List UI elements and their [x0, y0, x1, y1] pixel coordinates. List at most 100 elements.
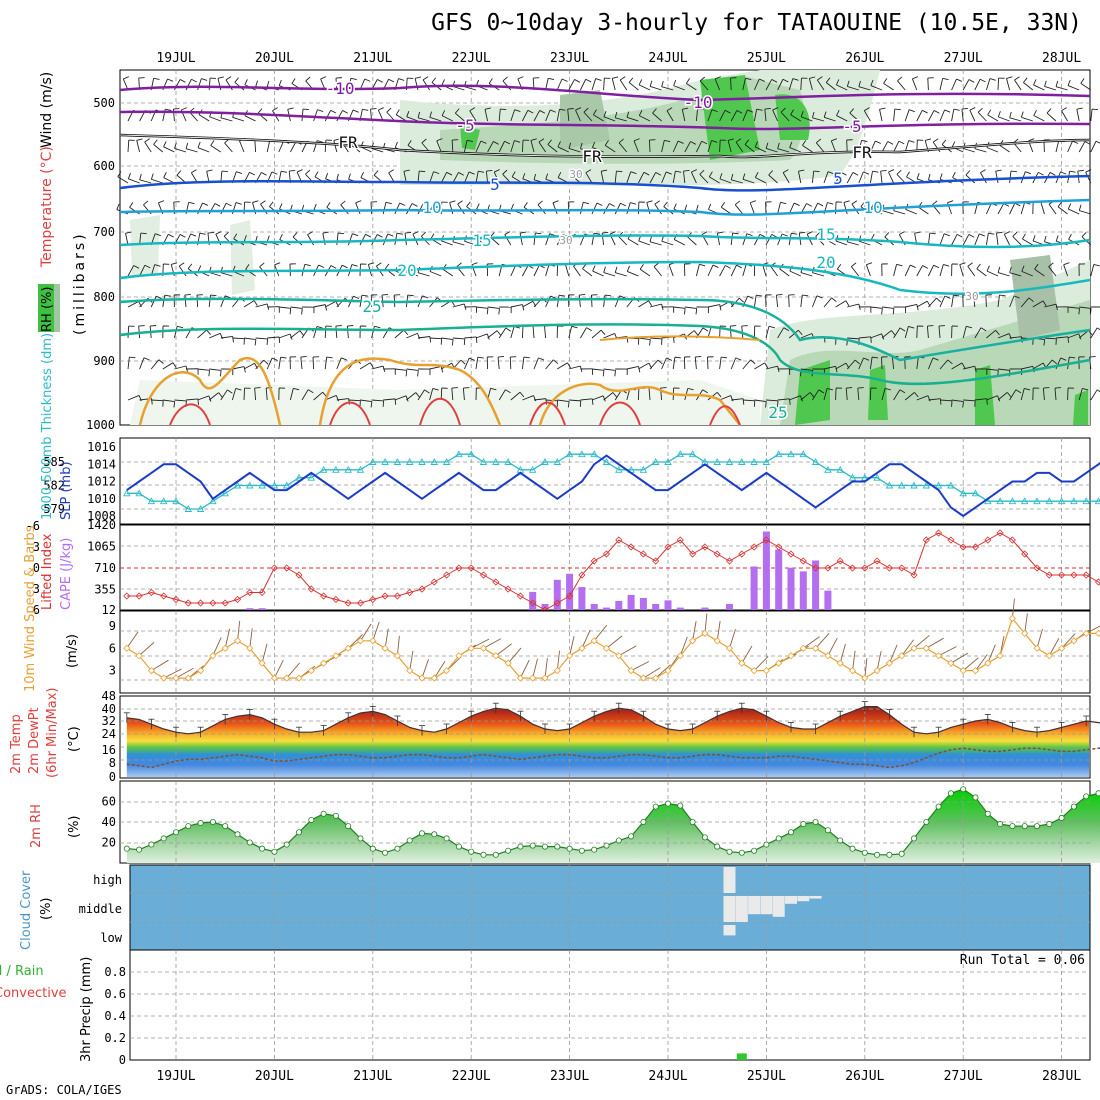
- wind-barb-flag: [849, 108, 855, 114]
- wind-barb: [846, 139, 848, 153]
- wind-barb-flag: [1006, 76, 1013, 79]
- wind-barb-flag: [158, 200, 165, 204]
- wind-barb: [790, 114, 802, 122]
- wind-barb: [1023, 82, 1034, 91]
- wind-barb: [754, 399, 767, 402]
- wind-barb-flag: [307, 231, 313, 236]
- wind-barb: [476, 239, 488, 246]
- wind-barb-flag: [932, 138, 939, 143]
- wind-barb-flag: [693, 330, 699, 336]
- li-marker: [492, 578, 500, 586]
- wind10-marker: [959, 667, 967, 675]
- wind-barb: [603, 203, 610, 215]
- wind-barb: [999, 144, 1010, 153]
- wind-barb: [452, 172, 459, 184]
- wind-barb-flag: [317, 140, 324, 143]
- thickness-marker: [1094, 497, 1100, 505]
- wind-barb: [615, 272, 627, 277]
- wind-barb: [721, 206, 732, 215]
- thickness-marker: [848, 473, 857, 481]
- wind-barb-flag: [150, 325, 157, 327]
- wind-barb-flag: [585, 169, 592, 174]
- wind-barb: [835, 240, 848, 246]
- wind-barb-flag: [896, 263, 903, 267]
- wind-barb: [695, 141, 703, 153]
- wind-barb: [590, 294, 593, 308]
- wind-barb-flag: [916, 173, 920, 180]
- rh-marker: [886, 851, 893, 858]
- contour-label: 15: [816, 225, 835, 244]
- wind-barb-flag: [947, 359, 953, 365]
- wind-barb: [243, 337, 256, 340]
- wind-barb: [336, 233, 339, 246]
- wind-barb: [916, 395, 929, 401]
- wind-barb-flag: [699, 263, 706, 267]
- wind-barb: [1055, 140, 1060, 153]
- wind10-barb: [716, 620, 721, 641]
- wind-barb-flag: [355, 200, 362, 204]
- wind-barb-flag: [158, 359, 164, 364]
- wind-barb: [265, 388, 268, 401]
- wind10-marker: [479, 644, 488, 652]
- wind-barb-flag: [280, 170, 288, 173]
- wind-barb: [591, 202, 598, 215]
- wind-barb-flag: [217, 76, 224, 79]
- wind-barb: [996, 233, 999, 246]
- cape-tick: 1420: [87, 518, 116, 532]
- li-marker: [123, 592, 131, 600]
- rh-marker: [898, 850, 905, 857]
- wind-barb: [417, 203, 424, 215]
- wind-barb: [220, 389, 228, 401]
- wind-barb: [765, 148, 778, 153]
- wind-barb: [997, 77, 1000, 91]
- li-marker: [197, 599, 205, 607]
- wind-barb-flag: [153, 139, 158, 145]
- contour-label: FR: [852, 143, 872, 162]
- ylabel-temperature: Temperature (°C): [39, 146, 55, 268]
- wind-barb-flag: [781, 233, 788, 237]
- li-marker: [873, 557, 881, 565]
- wind-barb-flag: [783, 327, 790, 332]
- wind-barb-flag: [322, 231, 329, 234]
- rh-marker: [1070, 803, 1077, 810]
- rh2m-panel: [119, 780, 1100, 864]
- rh-marker: [308, 816, 315, 823]
- ylabel-rh: RH (%): [40, 287, 55, 332]
- wind-barb: [672, 140, 679, 153]
- wind10-marker: [689, 637, 697, 645]
- wind-barb-flag: [143, 357, 150, 361]
- wind-barb-flag: [884, 387, 891, 391]
- wind-barb-flag: [854, 359, 860, 365]
- ylabel-wind: Wind (m/s): [39, 72, 55, 148]
- wind-barb: [611, 78, 616, 91]
- wind-barb-flag: [1043, 387, 1050, 389]
- wind-barb: [417, 171, 420, 184]
- wind10-marker: [553, 667, 561, 675]
- li-marker: [861, 564, 869, 572]
- wind-barb: [545, 295, 551, 308]
- wind-barb-flag: [816, 295, 823, 299]
- thickness-markers: [123, 450, 1100, 512]
- rh-marker: [209, 819, 216, 826]
- cape-bar: [627, 594, 635, 610]
- wind-barb-flag: [619, 76, 626, 81]
- wind-barb: [699, 80, 709, 91]
- wind10-marker: [750, 667, 758, 675]
- wind-barb: [223, 235, 233, 246]
- rh-marker: [947, 790, 954, 797]
- wind-barb: [1078, 330, 1089, 339]
- wind-barb-flag: [827, 171, 834, 175]
- wind-barb: [556, 78, 563, 91]
- wind-barb: [893, 141, 900, 153]
- rh-marker: [1034, 823, 1041, 830]
- wind10-marker: [898, 652, 906, 660]
- wind-barb-flag: [340, 200, 346, 206]
- wind-barb: [672, 357, 676, 370]
- wind-barb-flag: [279, 203, 283, 210]
- wind-barb: [686, 83, 697, 91]
- y-axis-titles: RH (%) Temperature (°C) Wind (m/s) (mill…: [0, 72, 94, 1062]
- wind-barb-flag: [486, 308, 489, 315]
- wind-barb: [649, 172, 657, 184]
- wind-barb: [341, 141, 349, 153]
